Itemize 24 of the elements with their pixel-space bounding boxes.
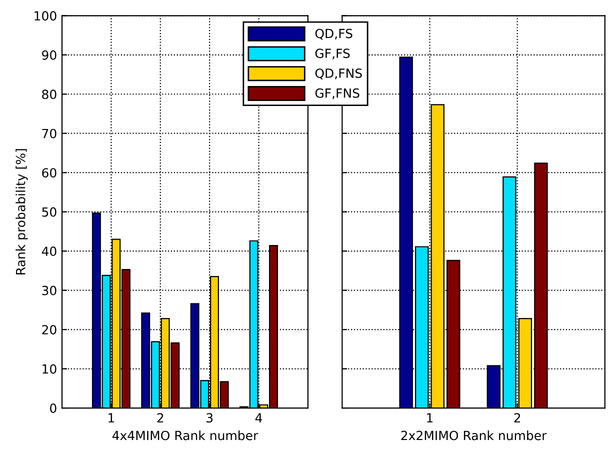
y-tick-label: 30 xyxy=(42,286,56,296)
y-tick-label: 90 xyxy=(42,50,56,60)
y-tick-label: 70 xyxy=(42,128,56,138)
x-axis-title: 4x4MIMO Rank number xyxy=(112,430,258,440)
y-tick-label: 80 xyxy=(42,90,56,100)
x-axis-title: 2x2MIMO Rank number xyxy=(401,430,547,440)
x-tick-label: 3 xyxy=(206,413,213,423)
x-tick-label: 4 xyxy=(255,413,262,422)
legend-label: GF,FNS xyxy=(315,88,360,100)
y-tick-label: 60 xyxy=(42,168,56,178)
x-tick-label: 1 xyxy=(108,413,114,422)
x-tick-label: 2 xyxy=(157,413,164,422)
x-tick-label: 2 xyxy=(514,413,520,422)
y-tick-label: 100 xyxy=(34,11,56,21)
x-tick-label: 1 xyxy=(427,413,433,422)
y-tick-label: 0 xyxy=(50,403,56,413)
legend-label: QD,FNS xyxy=(315,68,362,80)
y-axis-title: Rank probability [%] xyxy=(16,149,28,274)
legend-label: GF,FS xyxy=(315,48,350,60)
y-tick-label: 40 xyxy=(42,246,56,256)
y-tick-label: 50 xyxy=(42,207,56,217)
y-tick-label: 10 xyxy=(42,364,56,374)
legend-label: QD,FS xyxy=(315,28,352,40)
y-tick-label: 20 xyxy=(42,325,56,334)
